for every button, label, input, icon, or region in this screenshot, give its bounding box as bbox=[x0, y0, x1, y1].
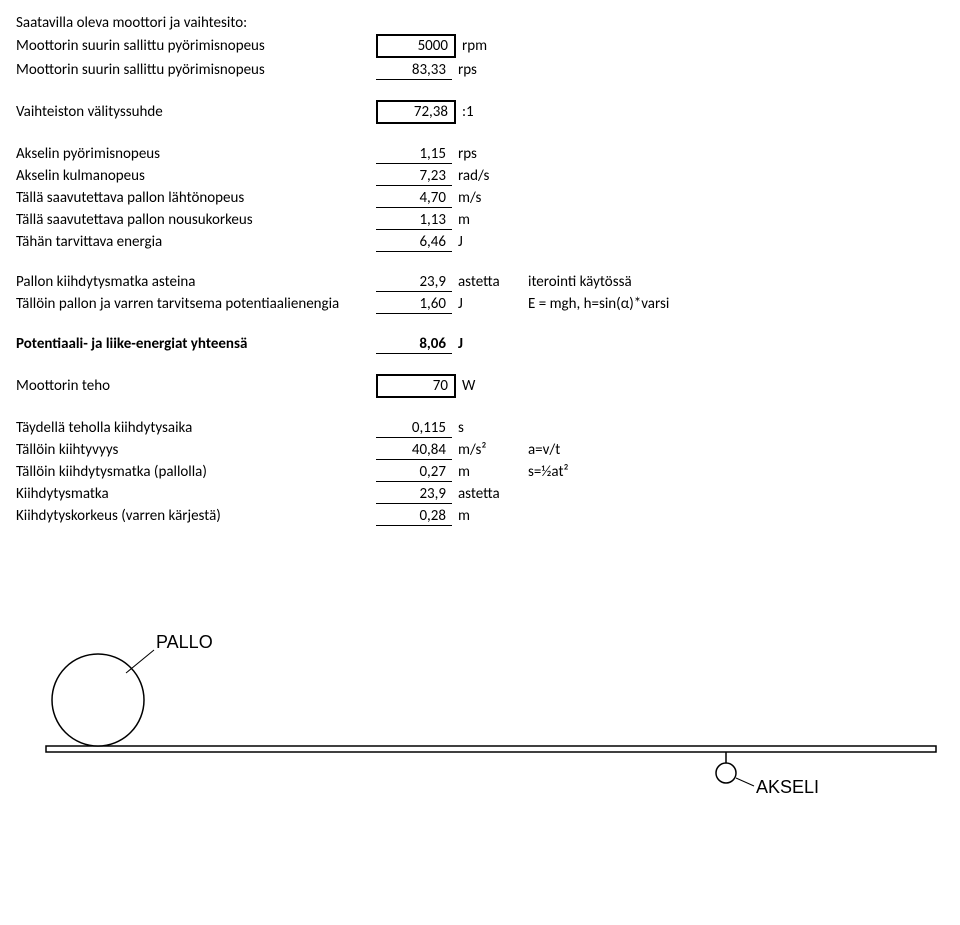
label: Tällöin pallon ja varren tarvitsema pote… bbox=[16, 295, 376, 313]
lever-arm bbox=[46, 746, 936, 752]
unit: m bbox=[452, 507, 508, 525]
pallo-label: PALLO bbox=[156, 632, 213, 652]
value: 70 bbox=[376, 374, 456, 398]
note: E = mgh, h=sin(α)*varsi bbox=[508, 295, 669, 313]
unit: rps bbox=[452, 61, 508, 79]
page: Saatavilla oleva moottori ja vaihtesito:… bbox=[0, 0, 960, 833]
value: 7,23 bbox=[376, 167, 452, 186]
row-accel-dist: Tällöin kiihdytysmatka (pallolla) 0,27 m… bbox=[16, 462, 944, 482]
unit: W bbox=[456, 377, 512, 395]
row-motor-rpm: Moottorin suurin sallittu pyörimisnopeus… bbox=[16, 34, 944, 58]
label: Potentiaali- ja liike-energiat yhteensä bbox=[16, 335, 376, 353]
value: 1,15 bbox=[376, 145, 452, 164]
label: Moottorin teho bbox=[16, 377, 376, 395]
value: 72,38 bbox=[376, 100, 456, 124]
pallo-leader bbox=[126, 650, 154, 673]
row-ball-speed: Tällä saavutettava pallon lähtönopeus 4,… bbox=[16, 188, 944, 208]
ball-icon bbox=[52, 654, 144, 746]
unit: :1 bbox=[456, 103, 512, 121]
value: 23,9 bbox=[376, 485, 452, 504]
akseli-label: AKSELI bbox=[756, 777, 819, 797]
lever-diagram: PALLO AKSELI bbox=[16, 568, 944, 808]
value: 1,13 bbox=[376, 211, 452, 230]
row-accel-value: Tällöin kiihtyvyys 40,84 m/s² a=v/t bbox=[16, 440, 944, 460]
value: 8,06 bbox=[376, 335, 452, 354]
label: Tällä saavutettava pallon lähtönopeus bbox=[16, 189, 376, 207]
unit: J bbox=[452, 295, 508, 313]
label: Kiihdytysmatka bbox=[16, 485, 376, 503]
unit: m/s² bbox=[452, 441, 508, 459]
pivot-icon bbox=[716, 763, 736, 783]
value: 40,84 bbox=[376, 441, 452, 460]
label: Tähän tarvittava energia bbox=[16, 233, 376, 251]
unit: m bbox=[452, 463, 508, 481]
akseli-leader bbox=[736, 778, 754, 786]
label: Moottorin suurin sallittu pyörimisnopeus bbox=[16, 37, 376, 55]
unit: rpm bbox=[456, 37, 512, 55]
label: Tällöin kiihdytysmatka (pallolla) bbox=[16, 463, 376, 481]
label: Tällöin kiihtyvyys bbox=[16, 441, 376, 459]
label: Tällä saavutettava pallon nousukorkeus bbox=[16, 211, 376, 229]
unit: astetta bbox=[452, 485, 508, 503]
row-accel-height: Kiihdytyskorkeus (varren kärjestä) 0,28 … bbox=[16, 506, 944, 526]
unit: m/s bbox=[452, 189, 508, 207]
value: 1,60 bbox=[376, 295, 452, 314]
label: Akselin pyörimisnopeus bbox=[16, 145, 376, 163]
row-motor-rps: Moottorin suurin sallittu pyörimisnopeus… bbox=[16, 60, 944, 80]
unit: rad/s bbox=[452, 167, 508, 185]
row-total-energy: Potentiaali- ja liike-energiat yhteensä … bbox=[16, 334, 944, 354]
label: Vaihteiston välityssuhde bbox=[16, 103, 376, 121]
label: Moottorin suurin sallittu pyörimisnopeus bbox=[16, 61, 376, 79]
row-accel-deg2: Kiihdytysmatka 23,9 astetta bbox=[16, 484, 944, 504]
value: 0,115 bbox=[376, 419, 452, 438]
unit: astetta bbox=[452, 273, 508, 291]
unit: rps bbox=[452, 145, 508, 163]
row-gear-ratio: Vaihteiston välityssuhde 72,38 :1 bbox=[16, 100, 944, 124]
row-accel-deg: Pallon kiihdytysmatka asteina 23,9 astet… bbox=[16, 272, 944, 292]
label: Pallon kiihdytysmatka asteina bbox=[16, 273, 376, 291]
note: iterointi käytössä bbox=[508, 273, 632, 291]
value: 83,33 bbox=[376, 61, 452, 80]
label: Kiihdytyskorkeus (varren kärjestä) bbox=[16, 507, 376, 525]
row-axis-rps: Akselin pyörimisnopeus 1,15 rps bbox=[16, 144, 944, 164]
row-axis-rad: Akselin kulmanopeus 7,23 rad/s bbox=[16, 166, 944, 186]
row-motor-power: Moottorin teho 70 W bbox=[16, 374, 944, 398]
unit: J bbox=[452, 335, 508, 353]
value: 0,27 bbox=[376, 463, 452, 482]
row-ball-height: Tällä saavutettava pallon nousukorkeus 1… bbox=[16, 210, 944, 230]
row-energy: Tähän tarvittava energia 6,46 J bbox=[16, 232, 944, 252]
value: 6,46 bbox=[376, 233, 452, 252]
note: a=v/t bbox=[508, 441, 560, 459]
value: 5000 bbox=[376, 34, 456, 58]
row-accel-time: Täydellä teholla kiihdytysaika 0,115 s bbox=[16, 418, 944, 438]
row-accel-pe: Tällöin pallon ja varren tarvitsema pote… bbox=[16, 294, 944, 314]
label: Täydellä teholla kiihdytysaika bbox=[16, 419, 376, 437]
note: s=½at² bbox=[508, 463, 569, 481]
value: 4,70 bbox=[376, 189, 452, 208]
section-title: Saatavilla oleva moottori ja vaihtesito: bbox=[16, 14, 944, 32]
label: Akselin kulmanopeus bbox=[16, 167, 376, 185]
value: 0,28 bbox=[376, 507, 452, 526]
unit: s bbox=[452, 419, 508, 437]
unit: J bbox=[452, 233, 508, 251]
value: 23,9 bbox=[376, 273, 452, 292]
unit: m bbox=[452, 211, 508, 229]
